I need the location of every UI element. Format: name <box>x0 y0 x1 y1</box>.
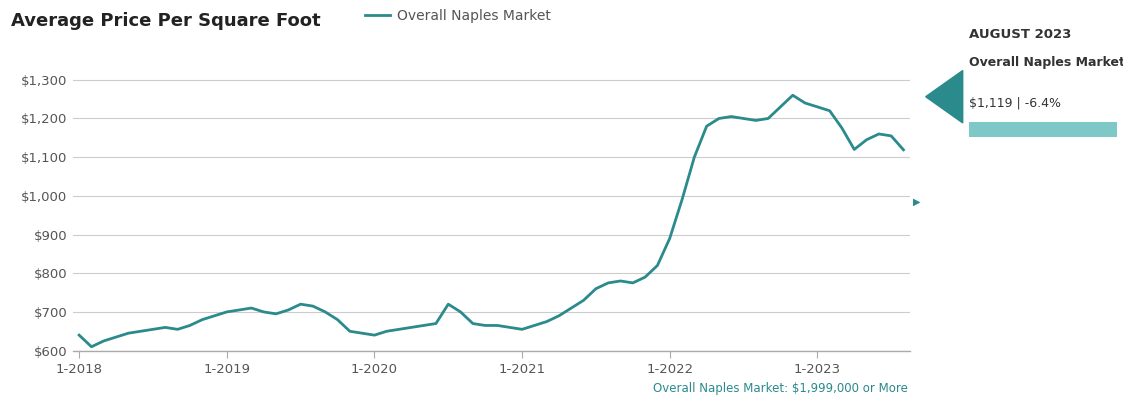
Text: Average Price Per Square Foot: Average Price Per Square Foot <box>11 12 321 30</box>
Bar <box>969 122 1117 137</box>
Text: AUGUST 2023: AUGUST 2023 <box>969 28 1071 41</box>
Text: Overall Naples Market: $1,999,000 or More: Overall Naples Market: $1,999,000 or Mor… <box>652 382 907 395</box>
Text: Overall Naples Market: Overall Naples Market <box>969 56 1123 69</box>
Polygon shape <box>925 71 962 123</box>
Legend: Overall Naples Market: Overall Naples Market <box>359 4 556 29</box>
Text: ▶: ▶ <box>913 197 921 206</box>
Text: $1,119 | -6.4%: $1,119 | -6.4% <box>969 97 1061 110</box>
